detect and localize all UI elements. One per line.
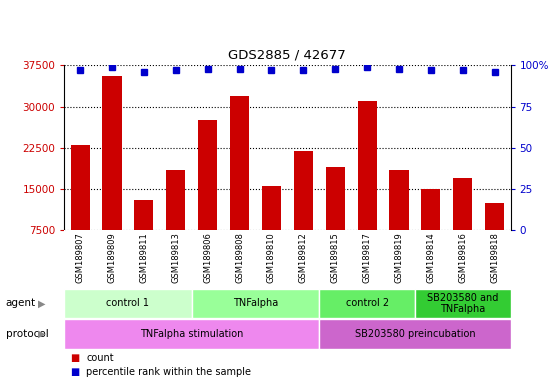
Bar (421, 189, 440, 272)
Text: GSM189812: GSM189812 (299, 232, 308, 283)
Bar (103, 76, 122, 272)
Text: TNFalpha stimulation: TNFalpha stimulation (140, 329, 243, 339)
Bar (319, 289, 415, 318)
Bar (326, 167, 345, 272)
Text: control 2: control 2 (345, 298, 388, 308)
Text: GSM189817: GSM189817 (363, 232, 372, 283)
Bar (64, 289, 192, 318)
Bar (166, 170, 185, 272)
Bar (262, 186, 281, 272)
Text: ▶: ▶ (38, 329, 46, 339)
Text: GSM189807: GSM189807 (76, 232, 85, 283)
Bar (230, 96, 249, 272)
Bar (453, 178, 472, 272)
Text: GSM189819: GSM189819 (395, 232, 403, 283)
Text: GDS2885 / 42677: GDS2885 / 42677 (228, 48, 347, 61)
Text: TNFalpha: TNFalpha (233, 298, 278, 308)
Text: ▶: ▶ (38, 298, 46, 308)
Text: GSM189816: GSM189816 (458, 232, 467, 283)
Bar (134, 200, 153, 272)
Text: GSM189806: GSM189806 (203, 232, 212, 283)
Text: GSM189814: GSM189814 (426, 232, 435, 283)
Bar (389, 170, 408, 272)
Text: GSM189809: GSM189809 (108, 232, 117, 283)
Bar (358, 101, 377, 272)
Bar (294, 151, 313, 272)
Text: GSM189815: GSM189815 (331, 232, 340, 283)
Text: ■: ■ (70, 367, 79, 377)
Bar (485, 203, 504, 272)
Text: GSM189810: GSM189810 (267, 232, 276, 283)
Text: protocol: protocol (6, 329, 49, 339)
Bar (70, 145, 90, 272)
Text: GSM189808: GSM189808 (235, 232, 244, 283)
Text: SB203580 and
TNFalpha: SB203580 and TNFalpha (427, 293, 498, 314)
Text: percentile rank within the sample: percentile rank within the sample (86, 367, 252, 377)
Bar (319, 319, 511, 349)
Text: GSM189818: GSM189818 (490, 232, 499, 283)
Text: control 1: control 1 (107, 298, 150, 308)
Text: GSM189811: GSM189811 (140, 232, 148, 283)
Text: ■: ■ (70, 353, 79, 363)
Text: GSM189813: GSM189813 (171, 232, 180, 283)
Bar (192, 289, 319, 318)
Text: agent: agent (6, 298, 36, 308)
Text: SB203580 preincubation: SB203580 preincubation (354, 329, 475, 339)
Text: count: count (86, 353, 114, 363)
Bar (64, 319, 319, 349)
Bar (415, 289, 511, 318)
Bar (198, 120, 217, 272)
